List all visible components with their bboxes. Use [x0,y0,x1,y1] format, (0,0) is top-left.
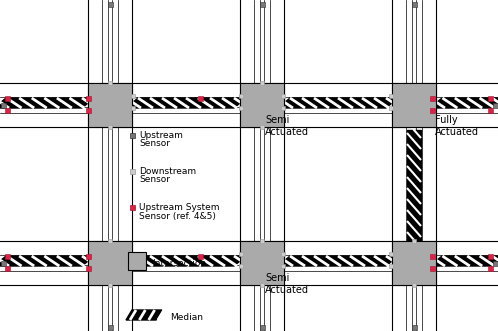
Bar [281,252,285,256]
Bar [1,261,6,266]
Bar [240,241,284,285]
Bar [130,169,135,174]
Polygon shape [126,310,162,320]
Bar [430,96,435,101]
Bar [108,239,112,243]
Bar [5,96,10,101]
Bar [239,252,243,256]
Text: Downstream: Downstream [139,167,196,176]
Bar [86,96,91,101]
Bar [88,0,132,331]
Polygon shape [0,98,94,108]
Bar [239,106,243,110]
Bar [239,264,243,268]
Bar [281,106,285,110]
Bar [198,254,203,259]
Bar [240,83,284,127]
Bar [108,81,112,85]
Text: Upstream: Upstream [139,131,183,140]
Bar [131,252,135,256]
Bar [430,108,435,113]
Text: Intersection: Intersection [152,259,206,267]
Bar [389,94,393,98]
Bar [131,94,135,98]
Polygon shape [126,98,246,108]
Bar [392,0,436,331]
Bar [108,2,113,7]
Bar [86,108,91,113]
Bar [5,108,10,113]
Bar [412,239,416,243]
Bar [412,283,416,287]
Text: Semi
Actuated: Semi Actuated [265,273,309,295]
Polygon shape [0,256,94,266]
Text: Upstream System: Upstream System [139,204,220,213]
Bar [260,283,264,287]
Bar [88,83,132,127]
Bar [130,205,135,210]
Bar [260,2,265,7]
Polygon shape [278,256,398,266]
Bar [240,0,284,331]
Polygon shape [278,98,398,108]
Bar [488,96,493,101]
Bar [430,266,435,271]
Bar [86,266,91,271]
Bar [86,254,91,259]
Bar [389,252,393,256]
Bar [488,254,493,259]
Bar [260,239,264,243]
Bar [493,261,498,266]
Bar [130,133,135,138]
Text: Fully
Actuated: Fully Actuated [435,115,479,137]
Bar [198,96,203,101]
Text: Semi
Actuated: Semi Actuated [265,115,309,137]
Text: Sensor: Sensor [139,175,170,184]
Bar [88,241,132,285]
Bar [108,325,113,330]
Bar [392,83,436,127]
Bar [488,266,493,271]
Bar [493,103,498,108]
Text: Sensor (ref. 4&5): Sensor (ref. 4&5) [139,212,216,220]
Polygon shape [430,256,498,266]
Bar [281,94,285,98]
Bar [412,2,417,7]
Bar [128,252,146,270]
Bar [488,108,493,113]
Polygon shape [126,256,246,266]
Polygon shape [430,98,498,108]
Bar [260,125,264,129]
Bar [5,254,10,259]
Bar [5,266,10,271]
Bar [108,283,112,287]
Bar [131,106,135,110]
Text: Sensor: Sensor [139,139,170,149]
Bar [392,241,436,285]
Bar [260,81,264,85]
Bar [1,103,6,108]
Bar [281,264,285,268]
Bar [389,106,393,110]
Bar [0,83,498,127]
Bar [407,130,421,240]
Bar [260,325,265,330]
Bar [412,325,417,330]
Bar [239,94,243,98]
Bar [0,241,498,285]
Bar [430,254,435,259]
Bar [108,125,112,129]
Bar [131,264,135,268]
Text: Median: Median [170,312,203,321]
Bar [389,264,393,268]
